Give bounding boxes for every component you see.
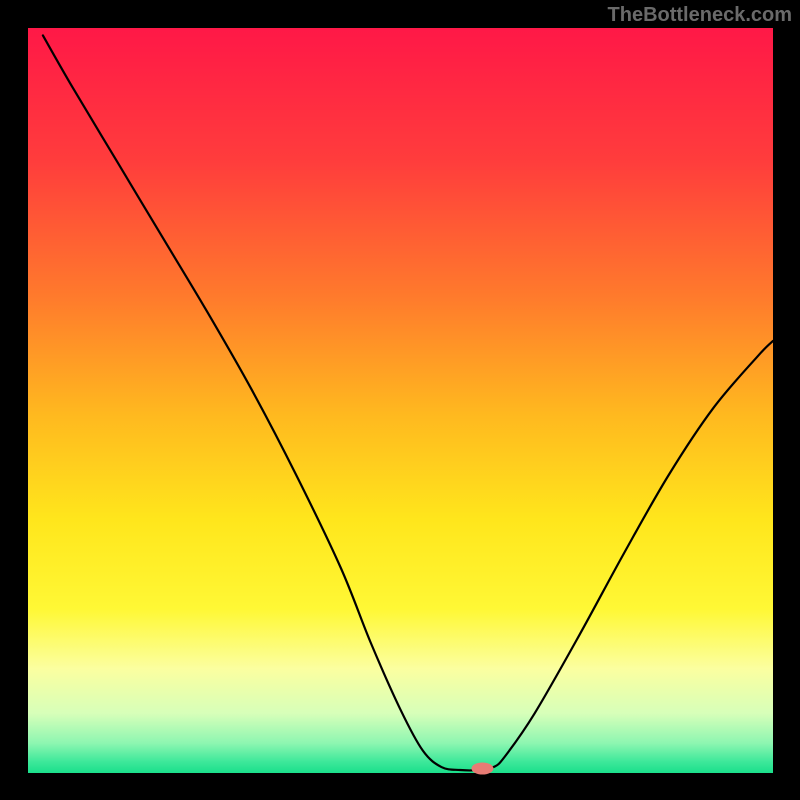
optimal-point-marker	[471, 763, 493, 775]
watermark-text: TheBottleneck.com	[608, 4, 792, 27]
bottleneck-chart	[0, 0, 800, 800]
plot-background	[28, 28, 773, 773]
